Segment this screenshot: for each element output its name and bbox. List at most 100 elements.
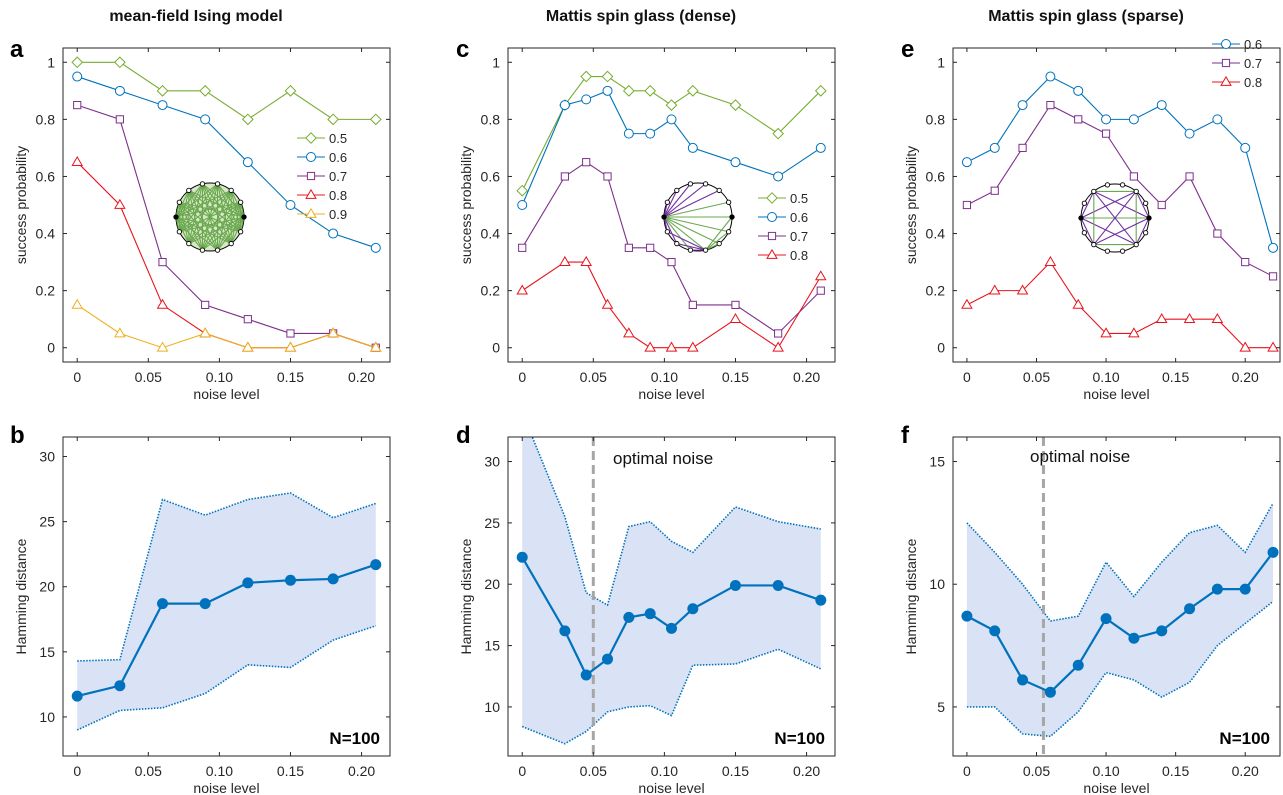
x-tick-label: 0.15: [722, 369, 749, 385]
inset-edge: [663, 183, 706, 218]
mean-point: [199, 598, 211, 610]
data-point: [284, 341, 297, 352]
inset-edge: [188, 183, 203, 244]
y-axis-label: Hamming distance: [13, 538, 29, 654]
series-line: [77, 104, 376, 349]
data-point: [580, 70, 593, 83]
data-point: [327, 327, 339, 338]
inset-edge: [202, 183, 242, 233]
data-point: [1267, 341, 1279, 352]
x-axis-label: noise level: [1083, 386, 1149, 402]
data-point: [731, 300, 740, 310]
inset-edge: [1080, 217, 1095, 245]
mean-point: [772, 579, 784, 591]
data-point: [114, 327, 126, 338]
y-tick-label: 10: [929, 576, 945, 592]
legend: 0.5 0.6 0.7 0.8: [758, 191, 808, 263]
legend-label: 0.5: [790, 191, 808, 206]
mean-point: [157, 598, 169, 610]
data-point: [1017, 100, 1028, 111]
data-point: [961, 157, 972, 168]
data-point: [284, 84, 297, 97]
data-point: [816, 286, 825, 295]
series-0.7: [518, 158, 825, 338]
series-0.9: [71, 298, 382, 352]
inset-node: [173, 214, 179, 220]
data-point: [988, 284, 1001, 295]
x-tick-label: 0.10: [1092, 763, 1119, 779]
x-tick-label: 0.05: [580, 369, 607, 385]
data-point: [1213, 229, 1222, 238]
y-tick-label: 30: [39, 449, 55, 465]
plot-frame: [62, 436, 391, 757]
x-tick-label: 0.15: [277, 369, 304, 385]
x-tick-label: 0.05: [1023, 763, 1050, 779]
mean-point: [1072, 659, 1084, 671]
mean-point: [1044, 686, 1056, 698]
legend: 0.5 0.6 0.7 0.8 0.9: [297, 131, 347, 222]
inset-node: [241, 214, 247, 220]
inset-edge: [175, 183, 218, 218]
inset-node: [1104, 182, 1111, 188]
legend-label: 0.6: [790, 210, 808, 225]
mean-point: [1156, 625, 1168, 637]
legend-marker: [305, 132, 317, 144]
y-tick-label: 0.8: [36, 111, 56, 127]
inset-edge: [1135, 217, 1150, 245]
data-point: [729, 99, 742, 111]
data-point: [1157, 200, 1166, 210]
panel-label-d: d: [456, 422, 471, 449]
data-point: [623, 327, 635, 338]
inset-node: [186, 187, 192, 194]
x-tick-label: 0.15: [277, 763, 304, 779]
inset-edge: [663, 216, 706, 251]
mean-point: [71, 690, 83, 702]
inset-edge: [179, 201, 241, 233]
y-tick-label: 0.6: [481, 168, 501, 184]
y-tick-label: 15: [39, 644, 55, 660]
inset-node: [725, 199, 732, 205]
data-point: [624, 243, 633, 252]
x-tick-label: 0.20: [1232, 369, 1259, 385]
inset-edge: [179, 216, 245, 233]
upper-bound-line: [531, 437, 821, 607]
inset-node: [702, 247, 709, 253]
inset-node: [1133, 241, 1139, 248]
x-tick-label: 0: [518, 369, 526, 385]
data-point: [156, 298, 169, 309]
sample-size-annotation: N=100: [774, 729, 825, 748]
inset-edge: [179, 201, 245, 218]
sample-size-annotation: N=100: [329, 729, 380, 748]
panel-c: 0 0.05 0.10 0.15 0.20 0 0.2 0.4 0.6 0.8 1 noise lev…: [458, 47, 836, 402]
inset-node: [702, 181, 709, 187]
data-point: [1156, 100, 1167, 111]
inset-node: [176, 229, 183, 235]
y-tick-label: 0: [47, 340, 55, 356]
panel-label-f: f: [901, 422, 909, 449]
panel-d: 0 0.05 0.10 0.15 0.20 10 15 20 25 30 noise level Ha…: [458, 436, 836, 795]
mean-field-graph-icon: [173, 181, 247, 253]
inset-node: [687, 247, 694, 253]
data-point: [962, 200, 972, 210]
mean-point: [602, 653, 614, 665]
inset-edge: [175, 183, 203, 218]
legend-label: 0.8: [790, 248, 808, 263]
inset-node: [186, 240, 192, 247]
inset-node: [661, 214, 667, 220]
data-point: [200, 114, 211, 125]
data-point: [686, 84, 699, 97]
inset-edge: [217, 190, 232, 251]
confidence-band: [966, 503, 1274, 737]
inset-edge: [175, 201, 241, 218]
x-tick-label: 0.15: [722, 763, 749, 779]
series-line: [77, 76, 376, 249]
inset-edge: [188, 189, 245, 218]
plot-area: [516, 437, 827, 756]
inset-edge: [705, 216, 733, 251]
inset-edge: [1093, 191, 1137, 245]
mean-point: [729, 579, 741, 591]
y-tick-label: 20: [484, 576, 500, 592]
inset-edge: [230, 190, 245, 218]
y-tick-label: 0.6: [36, 168, 56, 184]
